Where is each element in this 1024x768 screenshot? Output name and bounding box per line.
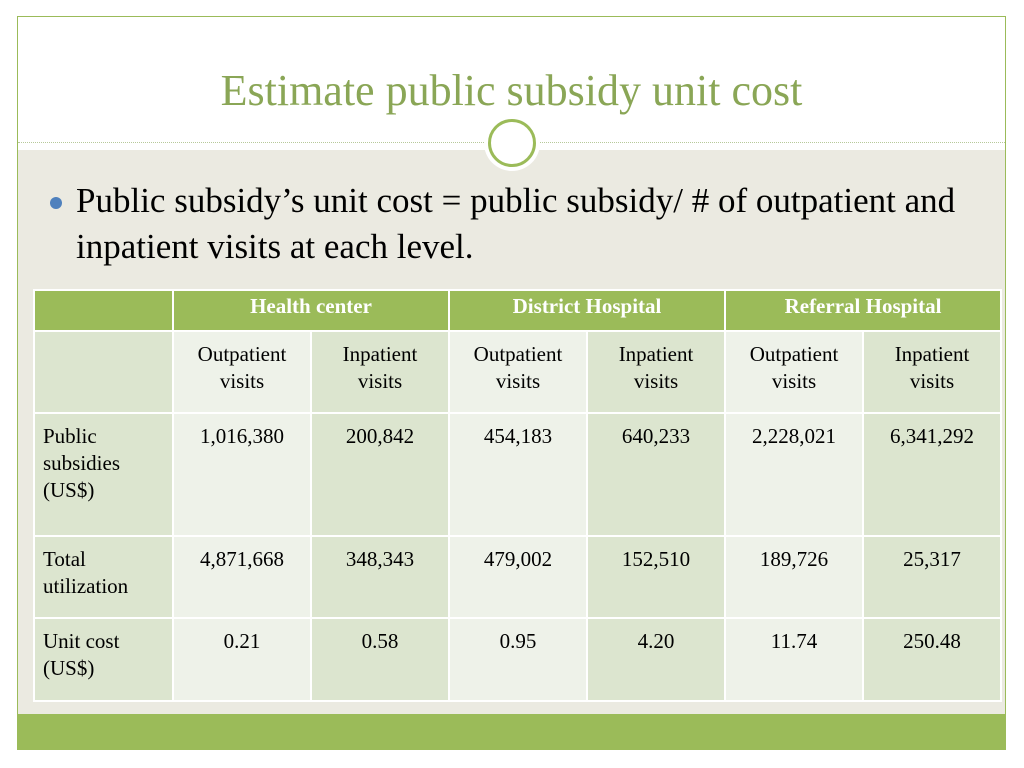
table-cell: 6,341,292 <box>862 412 1003 537</box>
table-row: Unit cost (US$) 0.21 0.58 0.95 4.20 11.7… <box>33 617 1003 702</box>
table-cell: 640,233 <box>585 412 727 537</box>
bullet-text: Public subsidy’s unit cost = public subs… <box>76 181 956 266</box>
subheader-cell: Inpatient visits <box>310 330 450 414</box>
header-referral-hospital: Referral Hospital <box>724 289 1003 332</box>
table-row: Total utilization 4,871,668 348,343 479,… <box>33 535 1003 619</box>
subheader-corner-cell <box>33 330 174 414</box>
row-label: Total utilization <box>33 535 174 619</box>
subheader-cell: Inpatient visits <box>862 330 1003 414</box>
subheader-cell: Inpatient visits <box>585 330 727 414</box>
subsidy-table: Health center District Hospital Referral… <box>33 289 1003 702</box>
footer-band <box>18 714 1005 749</box>
row-label: Public subsidies (US$) <box>33 412 174 537</box>
subheader-cell: Outpatient visits <box>448 330 588 414</box>
separator-line-right <box>536 142 1005 143</box>
header-health-center: Health center <box>172 289 450 332</box>
subheader-cell: Outpatient visits <box>172 330 312 414</box>
separator-line-left <box>18 142 488 143</box>
table-row: Public subsidies (US$) 1,016,380 200,842… <box>33 412 1003 537</box>
table-cell: 0.21 <box>172 617 312 702</box>
table-cell: 454,183 <box>448 412 588 537</box>
table-cell: 479,002 <box>448 535 588 619</box>
ring-icon <box>488 119 536 167</box>
table-cell: 200,842 <box>310 412 450 537</box>
header-district-hospital: District Hospital <box>447 289 727 332</box>
row-label: Unit cost (US$) <box>33 617 174 702</box>
table-cell: 189,726 <box>724 535 865 619</box>
table-cell: 0.95 <box>448 617 588 702</box>
table-cell: 4,871,668 <box>172 535 312 619</box>
slide-title: Estimate public subsidy unit cost <box>220 66 803 115</box>
table-cell: 250.48 <box>862 617 1003 702</box>
table-cell: 1,016,380 <box>172 412 312 537</box>
circle-ornament-icon <box>484 115 540 171</box>
table-cell: 0.58 <box>310 617 450 702</box>
header-corner-cell <box>33 289 174 332</box>
table-cell: 4.20 <box>585 617 727 702</box>
table-subheader-row: Outpatient visits Inpatient visits Outpa… <box>33 330 1003 414</box>
subheader-cell: Outpatient visits <box>724 330 865 414</box>
table-cell: 11.74 <box>724 617 865 702</box>
table-cell: 2,228,021 <box>724 412 865 537</box>
table-header-row: Health center District Hospital Referral… <box>33 289 1003 332</box>
table-cell: 152,510 <box>585 535 727 619</box>
table-cell: 348,343 <box>310 535 450 619</box>
table-cell: 25,317 <box>862 535 1003 619</box>
bullet-icon <box>50 197 62 209</box>
